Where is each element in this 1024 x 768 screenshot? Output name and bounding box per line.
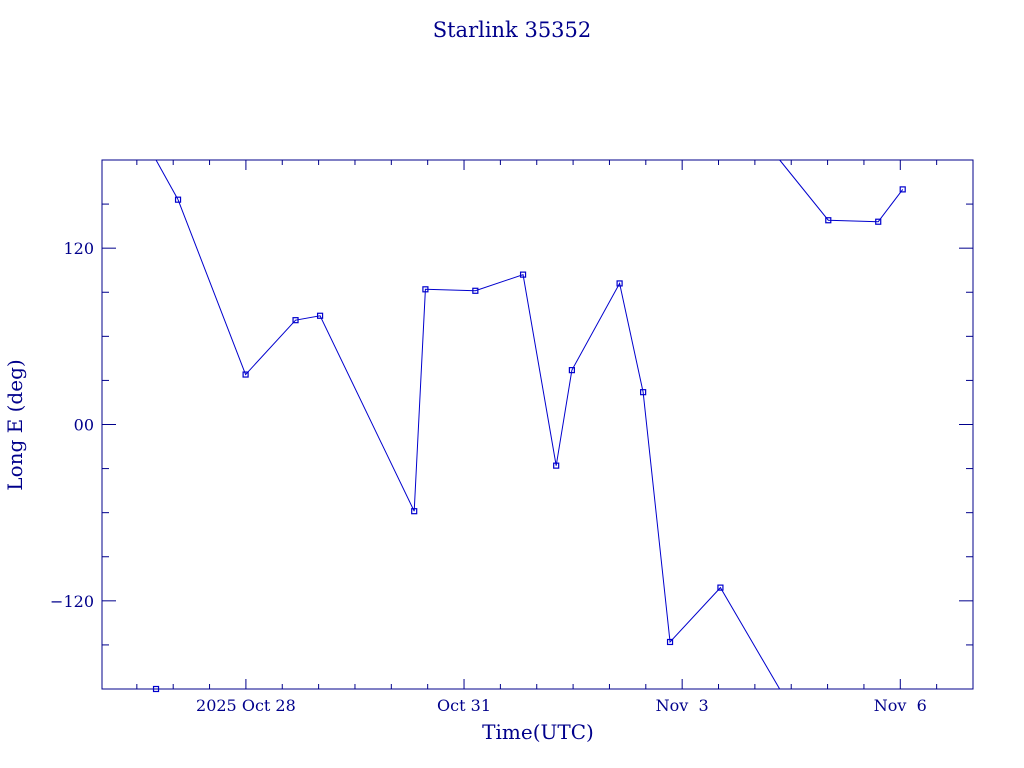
plot-frame xyxy=(101,159,974,690)
data-point xyxy=(899,186,906,193)
data-point xyxy=(316,312,324,319)
data-point xyxy=(174,196,182,203)
series-line xyxy=(155,159,179,200)
data-point xyxy=(666,638,674,646)
data-point xyxy=(292,317,299,324)
x-tick-label: 2025 Oct 28 xyxy=(196,696,296,715)
chart-title: Starlink 35352 xyxy=(433,18,592,42)
data-point xyxy=(553,462,560,469)
x-tick-label: Nov 3 xyxy=(656,696,709,715)
data-point xyxy=(717,584,724,591)
data-point xyxy=(519,271,527,278)
x-tick-label: Oct 31 xyxy=(437,696,491,715)
data-point xyxy=(568,367,575,374)
y-axis-label: Long E (deg) xyxy=(3,359,27,490)
series-line xyxy=(177,199,781,690)
y-tick-label: 00 xyxy=(74,416,94,435)
plot-area xyxy=(152,159,906,693)
x-axis-label: Time(UTC) xyxy=(482,720,594,744)
x-axis: 2025 Oct 28 Oct 31 Nov 3 Nov 6 xyxy=(136,160,938,715)
data-point xyxy=(616,280,623,287)
series-line xyxy=(779,159,904,223)
data-point xyxy=(242,371,249,378)
data-point xyxy=(152,685,160,693)
data-point xyxy=(422,286,429,293)
y-axis: 120 00 −120 xyxy=(50,203,973,646)
data-point xyxy=(875,218,882,225)
data-point xyxy=(825,217,832,224)
y-tick-label: −120 xyxy=(50,592,94,611)
data-point xyxy=(640,389,647,396)
data-point xyxy=(472,287,479,294)
data-point xyxy=(411,508,418,515)
y-tick-label: 120 xyxy=(63,239,94,258)
x-tick-label: Nov 6 xyxy=(874,696,927,715)
